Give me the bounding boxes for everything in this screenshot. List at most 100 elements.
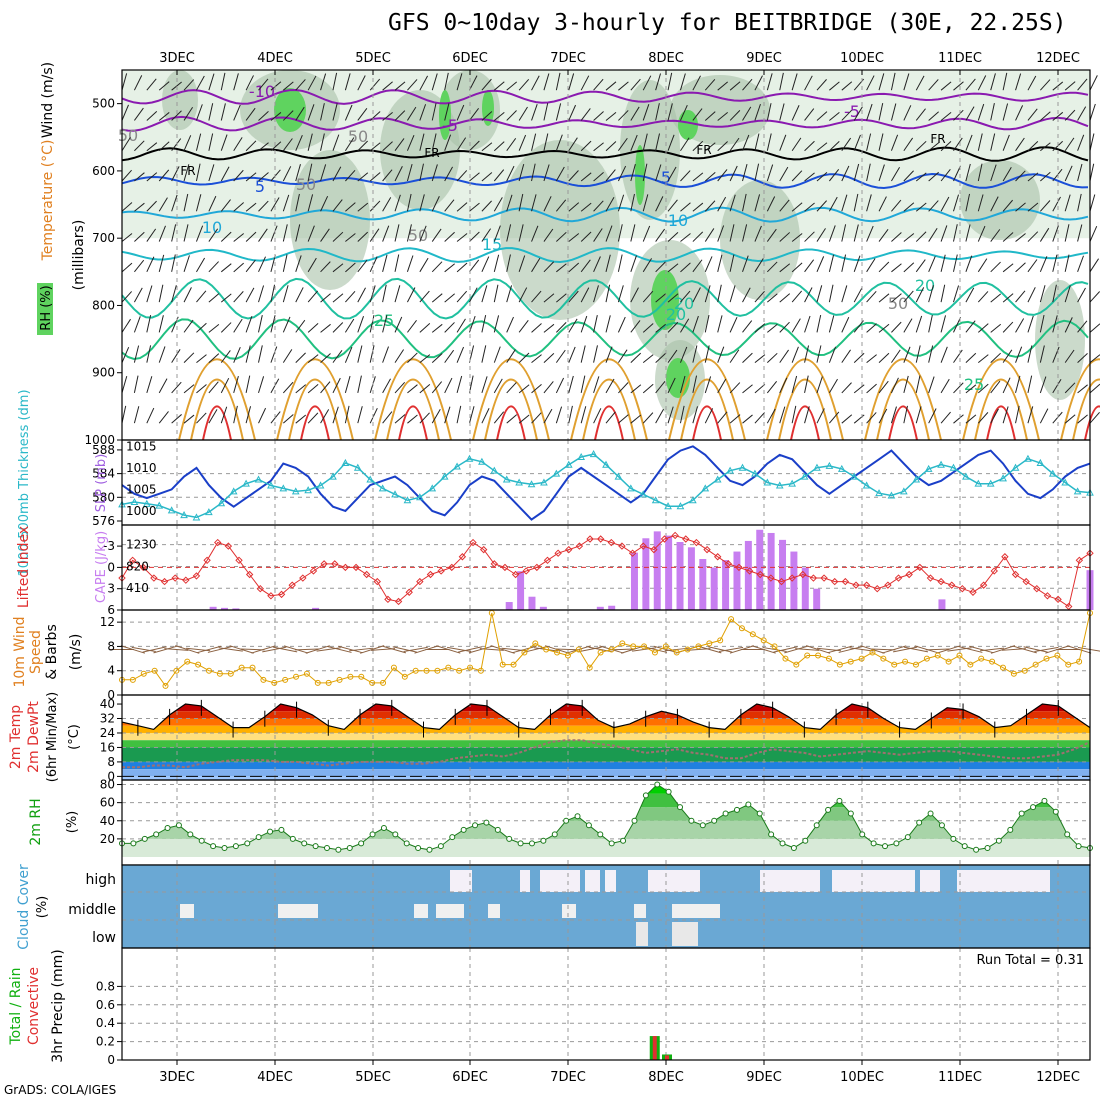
wind-speed-point <box>923 655 930 662</box>
wind-barb <box>220 263 232 273</box>
wind-barb <box>394 285 401 303</box>
thickness-point <box>850 472 859 480</box>
wind-speed-point <box>575 646 582 653</box>
lifted-index-point <box>809 574 818 582</box>
thickness-point <box>589 450 598 458</box>
wind-barb <box>642 258 653 273</box>
wind-barb <box>804 202 815 212</box>
temp-contour-35 <box>484 378 538 441</box>
wind-barb <box>618 110 629 121</box>
wind-barb <box>518 224 524 242</box>
wind-barb <box>655 196 664 212</box>
wind-barb <box>642 383 654 394</box>
wind-barb <box>307 133 313 151</box>
x-tick-label-bottom: 6DEC <box>452 1070 488 1085</box>
wind-barb <box>456 170 468 182</box>
wind-barb <box>394 166 403 182</box>
thickness-point <box>962 472 970 480</box>
wind-barb <box>133 75 143 91</box>
wind-speed-point <box>706 640 713 647</box>
wind-barb <box>1027 172 1039 182</box>
wind-barb <box>593 142 604 152</box>
wind-barb <box>1002 232 1014 242</box>
wind-barb <box>195 104 203 121</box>
wind-barb <box>568 290 579 303</box>
wind-barb <box>791 202 803 212</box>
precip-axis-label: Convective <box>26 967 42 1045</box>
wind-barb <box>853 255 861 272</box>
dewpoint-line <box>122 739 1091 769</box>
wind-barb <box>332 263 344 273</box>
lifted-index-point <box>309 567 318 575</box>
wind-barb <box>828 169 840 182</box>
wind-barb <box>357 231 369 242</box>
wind-barb <box>258 200 269 212</box>
cape-axis-label: CAPE (J/kg) <box>94 531 109 603</box>
wind-barb <box>493 254 500 272</box>
wind-barb <box>704 285 711 303</box>
wind-barb <box>233 318 243 333</box>
wind-barb <box>258 256 266 273</box>
wind-barb <box>692 375 698 394</box>
wind-barb <box>655 381 666 394</box>
wind-barb <box>382 378 391 394</box>
wind-barb <box>754 354 766 364</box>
wind-barb <box>853 134 861 151</box>
temp-axis-label: (6hr Min/Max) <box>45 692 60 782</box>
wind-speed-point <box>749 631 756 638</box>
wind-barb <box>282 110 294 121</box>
rh-point <box>346 844 353 851</box>
wind-barb <box>444 199 455 212</box>
thickness-point <box>862 481 871 489</box>
temp-axis-label: (°C) <box>67 724 82 750</box>
slp-line <box>121 445 1091 521</box>
cape-bar <box>687 547 695 610</box>
middle-cloud <box>672 904 720 918</box>
rh-tick-label: 60 <box>100 796 115 810</box>
wind-barb-10m <box>392 646 417 653</box>
wind-barb <box>605 378 615 394</box>
wind-barb <box>295 79 306 91</box>
wind-barb <box>1027 345 1033 363</box>
wind-barb <box>804 375 809 394</box>
wind-barb-10m <box>273 646 298 653</box>
contour-label: 5 <box>255 177 265 196</box>
lifted-index-point <box>671 531 679 540</box>
thickness-point <box>1048 469 1057 477</box>
high-cloud <box>450 870 472 892</box>
wind-barb <box>282 166 292 182</box>
wind-barb <box>642 104 650 121</box>
wind-speed-point <box>347 673 354 680</box>
lifted-index-point <box>948 581 956 589</box>
wind-barb <box>692 345 698 363</box>
rh-point <box>585 822 592 829</box>
wind-barb <box>729 194 736 212</box>
rh-band <box>122 820 1090 839</box>
cape-bar <box>608 605 616 610</box>
wind-barb-10m <box>1066 645 1092 654</box>
wind-barb-10m <box>718 646 744 653</box>
wind-barb <box>891 232 902 242</box>
lifted-index-point <box>639 542 647 550</box>
wind-barb <box>469 406 475 424</box>
wind-barb <box>828 225 836 242</box>
wind-barb <box>866 258 876 273</box>
thickness-point <box>391 490 399 498</box>
wind-barb-10m <box>131 646 156 652</box>
wind-barb <box>580 140 592 152</box>
wind-barb <box>605 141 617 152</box>
thickness-point <box>254 475 263 483</box>
wind-barb <box>245 287 255 303</box>
wind-barb <box>543 103 549 121</box>
wind-barb <box>915 231 927 242</box>
wind-speed-point <box>314 679 321 686</box>
wind-barb <box>506 110 517 121</box>
contour-label: 50 <box>888 294 908 313</box>
wind-barb <box>779 406 786 424</box>
cape-bar <box>733 551 741 610</box>
wind-barb <box>903 105 912 121</box>
wind-speed-line <box>122 612 1091 687</box>
wind-barb <box>593 78 604 91</box>
wind-barb <box>692 406 698 424</box>
wind-barb <box>878 408 888 424</box>
